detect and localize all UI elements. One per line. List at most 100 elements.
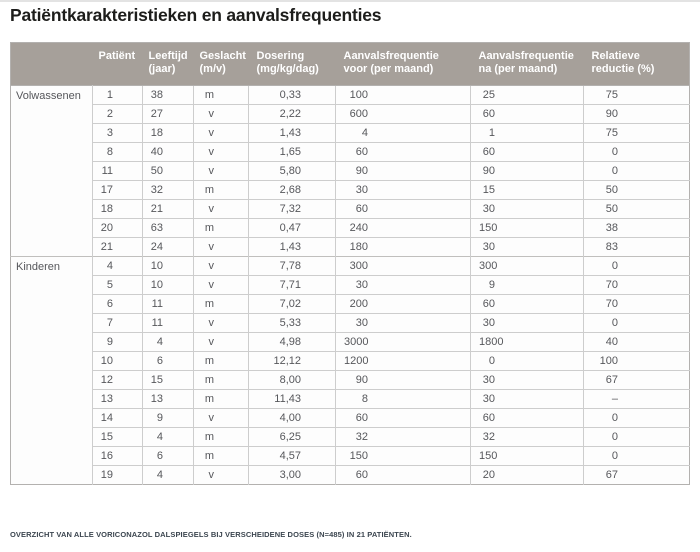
cell-relatieve-reductie: 0 [583, 427, 690, 447]
cell-aanvalsfrequentie-voor: 30 [335, 275, 471, 295]
cell-dosering: 4,57 [248, 446, 336, 466]
cell-aanvalsfrequentie-voor: 90 [335, 161, 471, 181]
cell-aanvalsfrequentie-na: 0 [470, 351, 584, 371]
cell-patient: 17 [92, 180, 143, 200]
cell-relatieve-reductie: 70 [583, 294, 690, 314]
cell-geslacht: m [193, 389, 249, 409]
cell-aanvalsfrequentie-na: 30 [470, 370, 584, 390]
cell-aanvalsfrequentie-na: 60 [470, 104, 584, 124]
cell-aanvalsfrequentie-voor: 300 [335, 256, 471, 276]
cell-patient: 12 [92, 370, 143, 390]
cell-aanvalsfrequentie-na: 25 [470, 85, 584, 105]
column-header-relatieve-reductie: Relatieve reductie (%) [583, 42, 690, 86]
cell-geslacht: m [193, 180, 249, 200]
cell-dosering: 5,33 [248, 313, 336, 333]
cell-aanvalsfrequentie-na: 20 [470, 465, 584, 485]
cell-leeftijd: 10 [142, 275, 194, 295]
table-row: 7 11 v 5,33 30 30 0 [11, 313, 690, 333]
cell-aanvalsfrequentie-na: 150 [470, 218, 584, 238]
cell-leeftijd: 6 [142, 351, 194, 371]
cell-patient: 10 [92, 351, 143, 371]
table-row: 19 4 v 3,00 60 20 67 [11, 465, 690, 485]
cell-leeftijd: 63 [142, 218, 194, 238]
cell-leeftijd: 40 [142, 142, 194, 162]
cell-leeftijd: 6 [142, 446, 194, 466]
cell-leeftijd: 10 [142, 256, 194, 276]
cell-aanvalsfrequentie-na: 30 [470, 389, 584, 409]
column-header-geslacht: Geslacht (m/v) [193, 42, 249, 86]
cell-relatieve-reductie: 50 [583, 180, 690, 200]
cell-aanvalsfrequentie-voor: 30 [335, 313, 471, 333]
cell-dosering: 6,25 [248, 427, 336, 447]
table-row: 12 15 m 8,00 90 30 67 [11, 370, 690, 390]
cell-aanvalsfrequentie-voor: 32 [335, 427, 471, 447]
cell-geslacht: v [193, 313, 249, 333]
table-row: 21 24 v 1,43 180 30 83 [11, 237, 690, 257]
cell-aanvalsfrequentie-na: 60 [470, 294, 584, 314]
cell-patient: 4 [92, 256, 143, 276]
table-row: 9 4 v 4,98 3000 1800 40 [11, 332, 690, 352]
cell-leeftijd: 21 [142, 199, 194, 219]
cell-patient: 13 [92, 389, 143, 409]
cell-patient: 20 [92, 218, 143, 238]
cell-aanvalsfrequentie-voor: 4 [335, 123, 471, 143]
cell-geslacht: v [193, 332, 249, 352]
cell-relatieve-reductie: 100 [583, 351, 690, 371]
cell-leeftijd: 11 [142, 313, 194, 333]
cell-relatieve-reductie: 75 [583, 123, 690, 143]
cell-leeftijd: 32 [142, 180, 194, 200]
cell-dosering: 0,47 [248, 218, 336, 238]
cell-patient: 8 [92, 142, 143, 162]
cell-leeftijd: 18 [142, 123, 194, 143]
cell-patient: 11 [92, 161, 143, 181]
cell-relatieve-reductie: 90 [583, 104, 690, 124]
cell-geslacht: v [193, 161, 249, 181]
cell-aanvalsfrequentie-na: 1 [470, 123, 584, 143]
cell-aanvalsfrequentie-voor: 60 [335, 199, 471, 219]
cell-aanvalsfrequentie-voor: 60 [335, 465, 471, 485]
cell-relatieve-reductie: 50 [583, 199, 690, 219]
cell-dosering: 2,22 [248, 104, 336, 124]
cell-geslacht: v [193, 104, 249, 124]
cell-patient: 2 [92, 104, 143, 124]
cell-relatieve-reductie: 70 [583, 275, 690, 295]
cell-aanvalsfrequentie-voor: 60 [335, 408, 471, 428]
cell-relatieve-reductie: 0 [583, 408, 690, 428]
cell-aanvalsfrequentie-na: 60 [470, 408, 584, 428]
cell-aanvalsfrequentie-na: 150 [470, 446, 584, 466]
table-row: 10 6 m 12,12 1200 0 100 [11, 351, 690, 371]
table-row: 16 6 m 4,57 150 150 0 [11, 446, 690, 466]
cell-geslacht: v [193, 123, 249, 143]
cell-dosering: 7,32 [248, 199, 336, 219]
cell-relatieve-reductie: 83 [583, 237, 690, 257]
cell-dosering: 1,43 [248, 237, 336, 257]
cell-geslacht: v [193, 256, 249, 276]
cell-relatieve-reductie: 38 [583, 218, 690, 238]
table-row: 3 18 v 1,43 4 1 75 [11, 123, 690, 143]
cell-aanvalsfrequentie-na: 30 [470, 199, 584, 219]
column-header-aanvalsfrequentie-voor: Aanvalsfrequentie voor (per maand) [335, 42, 471, 86]
cell-relatieve-reductie: 67 [583, 465, 690, 485]
table-row: 18 21 v 7,32 60 30 50 [11, 199, 690, 219]
cell-geslacht: m [193, 85, 249, 105]
table-row: 6 11 m 7,02 200 60 70 [11, 294, 690, 314]
cell-leeftijd: 38 [142, 85, 194, 105]
cell-dosering: 2,68 [248, 180, 336, 200]
cell-patient: 3 [92, 123, 143, 143]
cell-leeftijd: 11 [142, 294, 194, 314]
cell-geslacht: m [193, 370, 249, 390]
cell-patient: 6 [92, 294, 143, 314]
cell-relatieve-reductie: 0 [583, 142, 690, 162]
column-header-dosering: Dosering (mg/kg/dag) [248, 42, 336, 86]
cell-geslacht: v [193, 408, 249, 428]
cell-aanvalsfrequentie-voor: 240 [335, 218, 471, 238]
cell-dosering: 7,78 [248, 256, 336, 276]
cell-relatieve-reductie: 67 [583, 370, 690, 390]
cell-relatieve-reductie: 0 [583, 313, 690, 333]
cell-aanvalsfrequentie-voor: 8 [335, 389, 471, 409]
cell-dosering: 4,98 [248, 332, 336, 352]
page-top-divider [0, 0, 700, 2]
cell-patient: 18 [92, 199, 143, 219]
cell-leeftijd: 4 [142, 427, 194, 447]
cell-dosering: 8,00 [248, 370, 336, 390]
